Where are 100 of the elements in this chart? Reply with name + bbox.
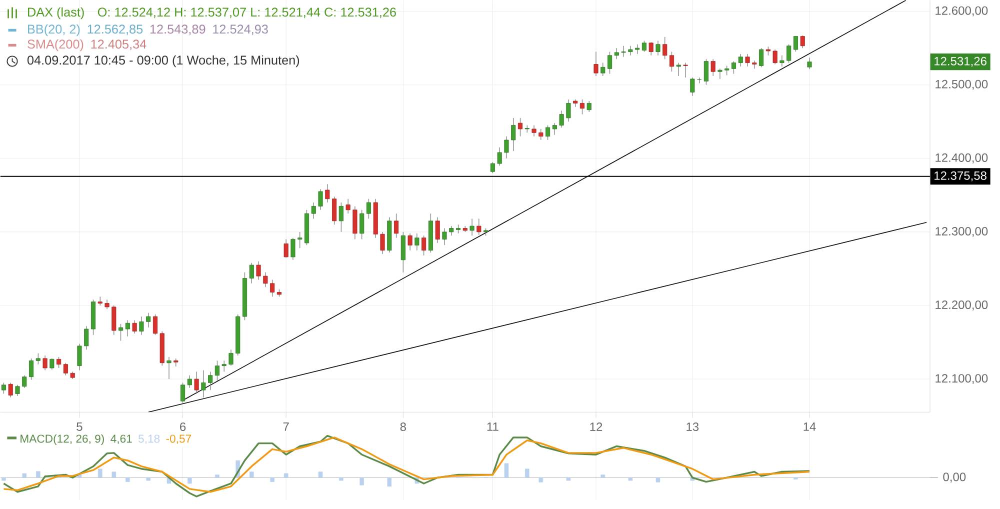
candlestick	[470, 218, 474, 236]
candlestick	[648, 42, 654, 56]
bar	[600, 474, 606, 478]
candlestick	[580, 99, 584, 114]
bar	[524, 468, 530, 478]
legend-label: MACD(12, 26, 9)	[20, 434, 104, 445]
candlestick	[614, 48, 619, 60]
candlestick	[552, 122, 557, 136]
text: 0,00	[943, 472, 966, 482]
candlestick	[104, 299, 110, 310]
bar	[656, 477, 660, 482]
x-tick-label: 5	[76, 422, 82, 431]
candlestick	[704, 58, 708, 86]
y-tick-label: 12.300,00	[936, 226, 988, 237]
candlestick	[449, 226, 454, 236]
candlestick	[731, 60, 736, 74]
y-tick-label: 12.400,00	[936, 153, 988, 164]
candlestick	[662, 36, 668, 60]
bar	[22, 473, 27, 478]
candlestick	[669, 51, 674, 72]
candlestick	[311, 202, 316, 219]
candlestick	[586, 100, 592, 112]
bar	[566, 477, 571, 481]
candlestick	[780, 54, 784, 67]
candlestick	[332, 196, 337, 225]
candlestick	[228, 349, 234, 366]
candlestick	[284, 238, 288, 258]
candlestick	[608, 51, 612, 74]
y-tick-label: 12.600,00	[936, 6, 988, 16]
candlestick	[152, 314, 158, 336]
candlestick	[594, 51, 598, 76]
bar	[504, 463, 509, 478]
candlestick	[394, 213, 399, 238]
bar	[339, 477, 344, 481]
text: O: 12.524,12 H: 12.537,07 L: 12.521,44 C: 12.531,26	[98, 8, 396, 18]
candlestick	[346, 198, 350, 214]
candlestick	[325, 184, 330, 203]
candlestick	[338, 202, 344, 232]
bar	[98, 468, 102, 478]
candlestick	[290, 237, 296, 260]
candlestick	[50, 358, 54, 370]
bar	[2, 477, 6, 481]
annotation: 04.09.2017 10:45 - 09:00 (1 Woche, 15 Minuten)	[27, 55, 300, 67]
candlestick	[222, 360, 226, 372]
candlestick	[22, 374, 27, 388]
candlestick	[15, 384, 20, 396]
candlestick	[1, 382, 6, 394]
candlestick	[656, 40, 660, 56]
candlestick	[318, 188, 323, 210]
bar	[318, 472, 323, 478]
bar	[270, 477, 274, 482]
y-tick-label: 12.500,00	[936, 80, 988, 90]
x-tick-label: 7	[283, 422, 289, 431]
candlestick	[132, 320, 137, 334]
candlestick	[180, 382, 186, 403]
x-tick-label: 14	[804, 422, 816, 431]
candlestick	[635, 44, 640, 54]
x-tick-label: 11	[487, 422, 498, 431]
candlestick	[642, 40, 646, 52]
candlestick	[298, 231, 302, 248]
candlestick	[772, 49, 778, 64]
candlestick	[380, 231, 385, 254]
y-tick-label: 12.100,00	[936, 374, 988, 384]
candlestick	[793, 36, 798, 52]
candlestick	[77, 343, 82, 370]
candlestick	[759, 48, 764, 68]
annotation: 5,18	[138, 434, 160, 444]
bar	[126, 477, 130, 482]
candlestick	[194, 371, 199, 394]
annotation: -0,57	[166, 434, 192, 444]
candlestick	[511, 117, 516, 152]
candlestick	[256, 260, 261, 280]
candlestick	[442, 228, 447, 246]
candlestick	[214, 360, 220, 381]
x-tick-label: 12	[590, 422, 602, 431]
candlestick	[125, 320, 130, 337]
candlestick	[187, 374, 192, 388]
candlestick	[84, 326, 89, 350]
y-tick-label: 12.200,00	[936, 300, 988, 310]
x-tick-label: 6	[180, 422, 186, 431]
candlestick	[718, 68, 722, 80]
candlestick	[408, 232, 412, 251]
candlestick	[683, 62, 688, 78]
candlestick	[360, 209, 364, 240]
candlestick	[738, 53, 743, 67]
candlestick	[42, 355, 48, 370]
annotation: SMA(200)	[28, 39, 84, 51]
candlestick	[366, 198, 371, 219]
bar	[250, 472, 254, 478]
candlestick	[710, 58, 716, 76]
candlestick	[559, 110, 564, 128]
bar	[284, 473, 288, 478]
candlestick	[676, 62, 681, 76]
candlestick	[270, 279, 275, 297]
candlestick	[518, 117, 523, 137]
candlestick	[538, 128, 544, 140]
candlestick	[497, 146, 502, 166]
candlestick	[63, 362, 68, 376]
candlestick	[476, 218, 482, 236]
candlestick	[112, 305, 116, 336]
